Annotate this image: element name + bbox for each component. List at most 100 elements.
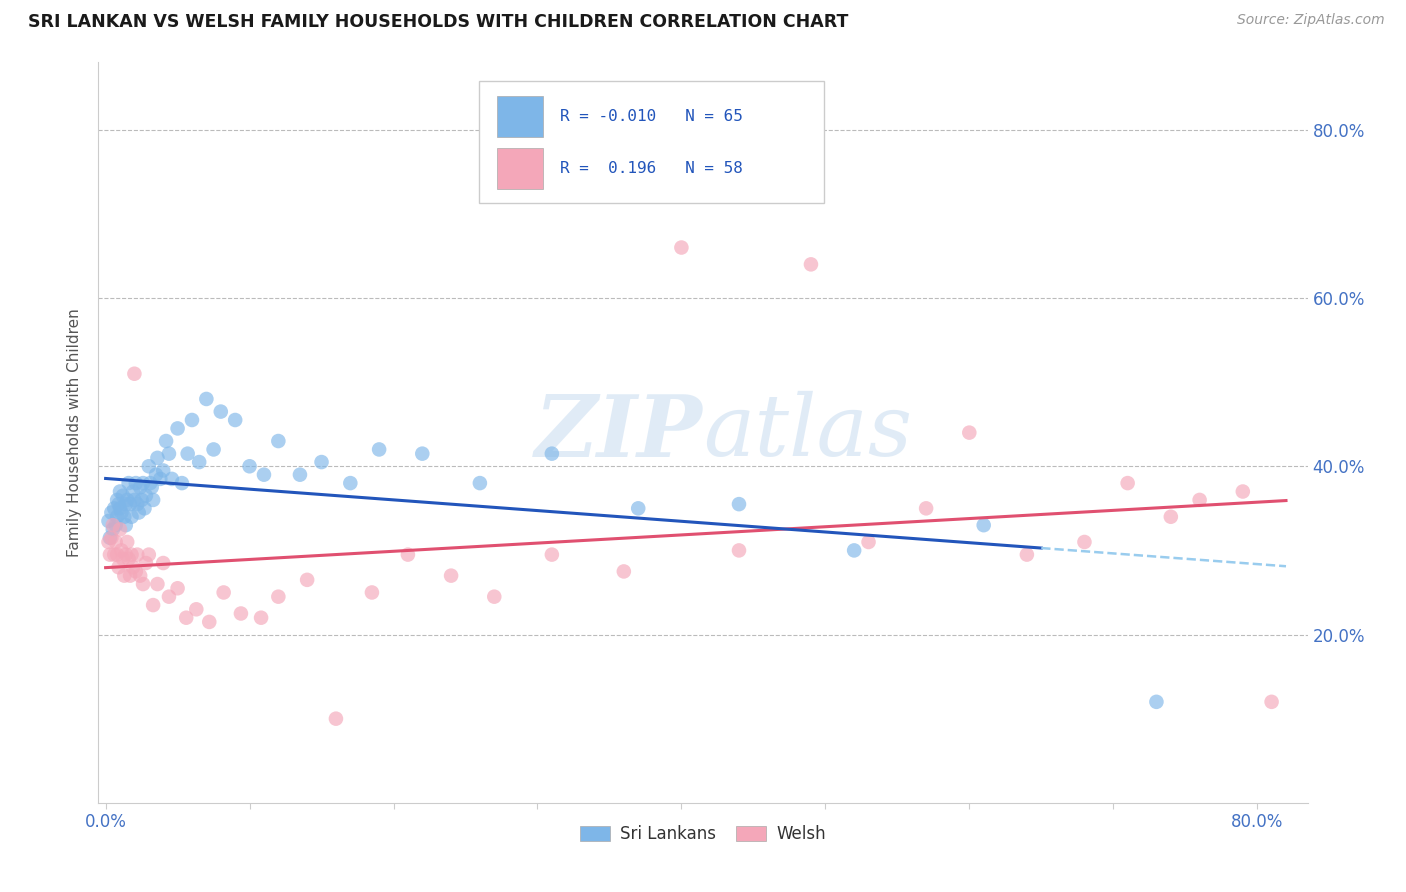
Point xyxy=(120,568,142,582)
Point xyxy=(121,548,143,562)
Point xyxy=(122,484,145,499)
Y-axis label: Family Households with Children: Family Households with Children xyxy=(67,309,83,557)
Point xyxy=(146,450,169,465)
Point xyxy=(111,489,134,503)
Point xyxy=(101,522,124,536)
Point xyxy=(176,447,198,461)
Point xyxy=(114,518,136,533)
Point xyxy=(229,607,252,621)
Point xyxy=(613,565,636,579)
Point xyxy=(1015,548,1038,562)
Point xyxy=(100,506,122,520)
Point xyxy=(103,548,125,562)
Point xyxy=(957,425,980,440)
Point xyxy=(120,497,142,511)
FancyBboxPatch shape xyxy=(479,81,824,203)
Legend: Sri Lankans, Welsh: Sri Lankans, Welsh xyxy=(574,819,832,850)
Point xyxy=(131,492,153,507)
Point xyxy=(152,556,174,570)
Point xyxy=(411,447,433,461)
Point xyxy=(671,240,693,255)
Point xyxy=(110,543,132,558)
Point xyxy=(118,551,141,566)
Point xyxy=(105,509,128,524)
Point xyxy=(141,480,163,494)
Point xyxy=(440,568,463,582)
Point xyxy=(1073,535,1095,549)
Point xyxy=(135,489,157,503)
Point xyxy=(122,560,145,574)
Point xyxy=(288,467,311,482)
Text: R =  0.196   N = 58: R = 0.196 N = 58 xyxy=(561,161,744,176)
Text: ZIP: ZIP xyxy=(536,391,703,475)
Point xyxy=(125,565,148,579)
Point xyxy=(250,610,273,624)
Point xyxy=(145,467,167,482)
Point xyxy=(142,598,165,612)
Point xyxy=(253,467,276,482)
Point xyxy=(129,568,152,582)
Point xyxy=(100,531,122,545)
Point xyxy=(97,535,120,549)
Point xyxy=(139,476,162,491)
Point xyxy=(135,556,157,570)
Point xyxy=(152,463,174,477)
Point xyxy=(212,585,235,599)
Point xyxy=(239,459,262,474)
Point xyxy=(728,543,751,558)
Point xyxy=(103,501,125,516)
Point xyxy=(146,577,169,591)
Point xyxy=(142,492,165,507)
Point xyxy=(209,404,232,418)
Point xyxy=(368,442,391,457)
Point xyxy=(107,497,129,511)
Point xyxy=(157,447,180,461)
Point xyxy=(198,615,221,629)
Point xyxy=(1232,484,1254,499)
Point xyxy=(118,476,141,491)
Point xyxy=(858,535,880,549)
Point xyxy=(98,531,121,545)
Point xyxy=(166,421,188,435)
Point xyxy=(97,514,120,528)
Point xyxy=(1160,509,1182,524)
Point xyxy=(295,573,318,587)
Point xyxy=(1260,695,1282,709)
Point xyxy=(973,518,995,533)
Point xyxy=(267,590,290,604)
Point xyxy=(127,497,149,511)
Point xyxy=(132,577,155,591)
Point xyxy=(108,501,131,516)
Point xyxy=(202,442,225,457)
Point xyxy=(115,535,138,549)
Point xyxy=(1144,695,1167,709)
Point xyxy=(361,585,384,599)
Text: Source: ZipAtlas.com: Source: ZipAtlas.com xyxy=(1237,13,1385,28)
Point xyxy=(138,459,160,474)
Point xyxy=(396,548,419,562)
Text: atlas: atlas xyxy=(703,392,912,474)
Point xyxy=(484,590,506,604)
Point xyxy=(104,535,127,549)
Point xyxy=(728,497,751,511)
Point xyxy=(170,476,193,491)
Point xyxy=(112,509,135,524)
Text: R = -0.010   N = 65: R = -0.010 N = 65 xyxy=(561,109,744,124)
Point xyxy=(138,548,160,562)
Point xyxy=(325,712,347,726)
Point xyxy=(166,581,188,595)
Point xyxy=(114,548,136,562)
Point xyxy=(540,447,562,461)
Point xyxy=(224,413,246,427)
Point xyxy=(112,568,135,582)
Point xyxy=(105,548,128,562)
Point xyxy=(188,455,211,469)
Point xyxy=(915,501,938,516)
Point xyxy=(110,506,132,520)
Point xyxy=(132,476,155,491)
Text: SRI LANKAN VS WELSH FAMILY HOUSEHOLDS WITH CHILDREN CORRELATION CHART: SRI LANKAN VS WELSH FAMILY HOUSEHOLDS WI… xyxy=(28,13,848,31)
FancyBboxPatch shape xyxy=(498,96,543,136)
Point xyxy=(127,548,149,562)
Point xyxy=(1116,476,1139,491)
Point xyxy=(98,548,121,562)
